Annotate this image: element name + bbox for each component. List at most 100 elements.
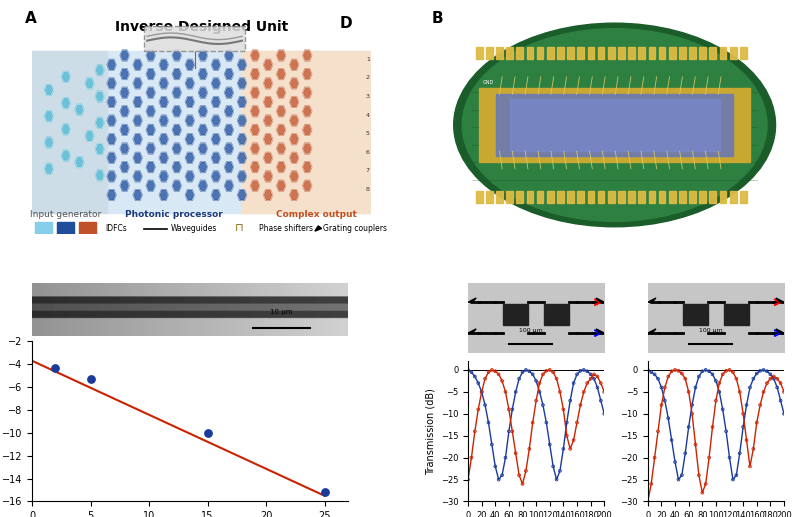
Polygon shape	[277, 180, 286, 191]
Point	[469, 372, 482, 381]
Polygon shape	[225, 162, 234, 172]
Polygon shape	[250, 87, 259, 98]
Point	[591, 372, 604, 381]
Polygon shape	[146, 180, 155, 191]
Polygon shape	[95, 65, 104, 75]
Polygon shape	[159, 171, 168, 181]
Polygon shape	[198, 87, 207, 98]
Bar	[526, 191, 534, 203]
Polygon shape	[85, 131, 94, 141]
Polygon shape	[62, 150, 70, 161]
Polygon shape	[290, 134, 298, 145]
Point	[594, 397, 607, 405]
Bar	[689, 47, 696, 59]
Polygon shape	[134, 190, 142, 200]
Polygon shape	[264, 190, 273, 200]
Point	[750, 369, 763, 377]
Polygon shape	[290, 97, 298, 108]
Polygon shape	[159, 78, 168, 89]
Polygon shape	[45, 85, 54, 95]
Text: 6: 6	[366, 150, 370, 155]
Polygon shape	[211, 153, 220, 163]
Point	[570, 418, 583, 427]
Point	[686, 401, 698, 409]
Polygon shape	[146, 143, 155, 154]
Point	[540, 367, 553, 375]
Point	[710, 377, 722, 385]
Point	[696, 367, 709, 375]
Polygon shape	[107, 78, 116, 89]
Polygon shape	[211, 134, 220, 145]
Polygon shape	[250, 106, 259, 117]
Polygon shape	[107, 171, 116, 181]
Point	[774, 397, 787, 405]
Polygon shape	[120, 69, 129, 80]
Bar	[598, 191, 605, 203]
Polygon shape	[107, 134, 116, 145]
Polygon shape	[776, 329, 784, 333]
Polygon shape	[225, 106, 234, 117]
Polygon shape	[198, 143, 207, 154]
Point	[723, 453, 736, 462]
Point	[486, 366, 498, 374]
Point	[669, 458, 682, 466]
Polygon shape	[250, 69, 259, 80]
Polygon shape	[198, 180, 207, 191]
Point	[754, 367, 766, 375]
Point	[462, 476, 474, 484]
Point	[713, 379, 726, 387]
Polygon shape	[264, 171, 273, 181]
Point	[693, 372, 706, 381]
Point	[533, 379, 546, 387]
Point	[720, 427, 733, 435]
Text: 5: 5	[366, 131, 370, 136]
Text: IDFCs: IDFCs	[105, 224, 126, 233]
Point	[574, 367, 586, 375]
Point	[737, 423, 750, 431]
Polygon shape	[225, 87, 234, 98]
Point	[516, 480, 529, 488]
Polygon shape	[173, 50, 182, 61]
Point	[519, 467, 532, 475]
Point	[642, 497, 654, 506]
Bar	[476, 47, 482, 59]
Polygon shape	[107, 153, 116, 163]
Bar	[699, 191, 706, 203]
Point	[658, 397, 671, 405]
Point	[764, 375, 777, 383]
Bar	[537, 47, 543, 59]
FancyBboxPatch shape	[144, 26, 246, 51]
Polygon shape	[198, 106, 207, 117]
Point	[723, 366, 736, 374]
Point	[740, 401, 753, 409]
Point	[564, 445, 577, 453]
Point	[475, 388, 488, 396]
Point	[666, 436, 678, 444]
Polygon shape	[134, 153, 142, 163]
Point	[702, 453, 715, 462]
Polygon shape	[211, 59, 220, 70]
Point	[588, 370, 601, 378]
Polygon shape	[225, 50, 234, 61]
Bar	[724, 303, 749, 325]
Bar	[730, 47, 737, 59]
Bar	[516, 191, 523, 203]
Polygon shape	[225, 125, 234, 135]
Point	[546, 368, 559, 376]
Point	[486, 440, 498, 449]
Bar	[740, 191, 746, 203]
Polygon shape	[159, 59, 168, 70]
Text: 2: 2	[366, 75, 370, 81]
Polygon shape	[468, 329, 476, 333]
Point	[581, 367, 594, 375]
Polygon shape	[159, 190, 168, 200]
Polygon shape	[120, 87, 129, 98]
Bar	[587, 191, 594, 203]
Polygon shape	[596, 298, 604, 302]
Polygon shape	[95, 117, 104, 128]
Polygon shape	[290, 190, 298, 200]
Point	[574, 401, 586, 409]
Point	[489, 367, 502, 375]
Point	[499, 453, 512, 462]
Point	[581, 379, 594, 387]
